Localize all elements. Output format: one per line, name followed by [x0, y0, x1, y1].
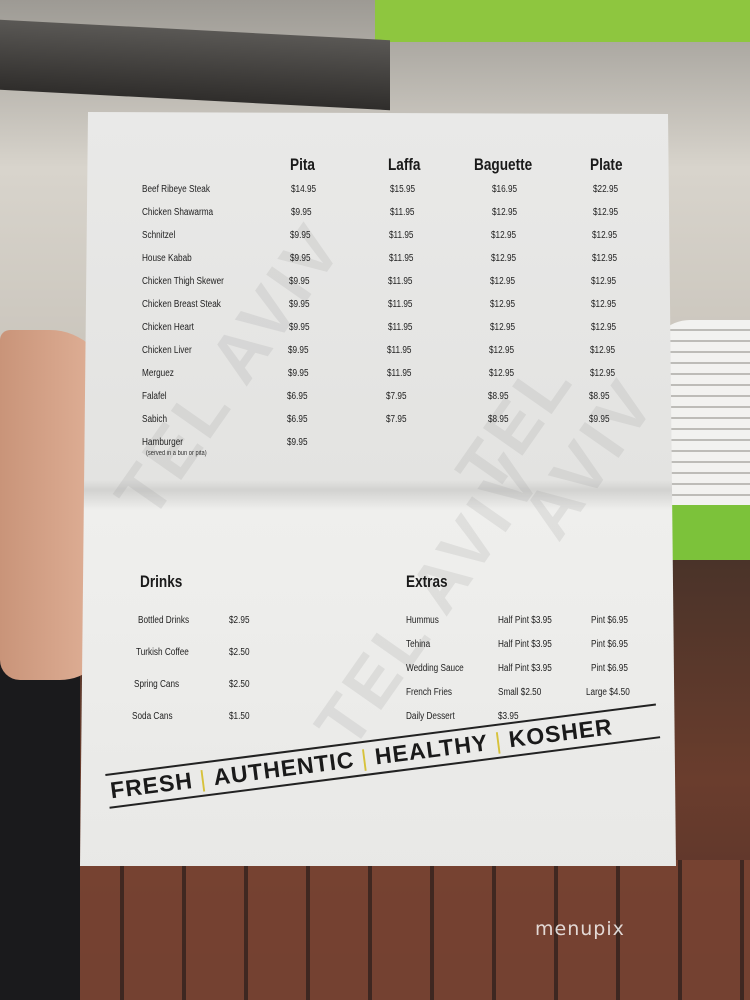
- separator: |: [493, 727, 504, 755]
- menu-item-price: $8.95: [589, 391, 610, 402]
- extra-name: Tehina: [406, 639, 431, 650]
- extra-price-small: Small $2.50: [498, 687, 542, 698]
- drinks-heading: Drinks: [140, 572, 183, 591]
- menu-item-name: Beef Ribeye Steak: [142, 184, 210, 195]
- menu-item-name: Schnitzel: [142, 230, 176, 241]
- slogan-word: HEALTHY: [373, 729, 490, 770]
- extras-heading: Extras: [406, 572, 448, 591]
- menu-item-note: (served in a bun or pita): [146, 450, 207, 457]
- drink-name: Soda Cans: [132, 711, 173, 722]
- menu-item-price: $14.95: [291, 184, 317, 195]
- menu-item-price: $11.95: [387, 322, 413, 333]
- menu-item-price: $12.95: [591, 299, 617, 310]
- drink-price: $2.50: [229, 647, 250, 658]
- menu-item-price: $9.95: [290, 207, 312, 218]
- menu-item-price: $12.95: [488, 368, 514, 379]
- drink-price: $2.95: [229, 615, 250, 626]
- column-header: Pita: [290, 155, 315, 174]
- menu-item-price: $22.95: [593, 184, 619, 195]
- menu-item-price: $9.95: [289, 253, 311, 264]
- extra-price-small: Half Pint $3.95: [498, 663, 552, 674]
- drink-name: Bottled Drinks: [138, 615, 190, 626]
- menu-item-price: $12.95: [490, 276, 516, 287]
- note-wrap: (served in a bun or pita): [146, 450, 207, 457]
- extra-price-small: $3.95: [498, 711, 519, 722]
- drink-price: $1.50: [229, 711, 250, 722]
- menu-item-price: $6.95: [287, 391, 308, 402]
- menu-item-price: $15.95: [390, 184, 416, 195]
- menu-item-price: $8.95: [488, 414, 509, 425]
- menu-item-name: Sabich: [142, 414, 168, 425]
- logo-watermark: TEL AVIV: [100, 209, 358, 531]
- extra-price-large: Pint $6.95: [591, 663, 628, 674]
- extra-price-large: Pint $6.95: [591, 639, 628, 650]
- menu-item-price: $9.95: [286, 437, 308, 448]
- menu-item-price: $11.95: [387, 345, 412, 356]
- menu-item-price: $9.95: [289, 299, 310, 310]
- menu-item-price: $9.95: [288, 322, 310, 333]
- separator: |: [197, 765, 209, 792]
- menu-item-price: $11.95: [389, 230, 414, 241]
- menu-item-price: $12.95: [590, 345, 616, 356]
- menu-item-price: $9.95: [288, 345, 309, 356]
- extra-name: Wedding Sauce: [406, 663, 464, 674]
- menu-item-price: $12.95: [491, 230, 517, 241]
- menu-item-name: Chicken Shawarma: [142, 207, 214, 218]
- extra-price-large: Large $4.50: [586, 687, 630, 698]
- menu-item-price: $12.95: [592, 230, 618, 241]
- menu-item-name: Merguez: [142, 368, 174, 379]
- floor-tiles: [0, 860, 750, 1000]
- menu-item-price: $12.95: [592, 207, 618, 218]
- menu-item-name: Chicken Thigh Skewer: [142, 276, 224, 287]
- menu-item-price: $12.95: [491, 207, 517, 218]
- menu-item-name: House Kabab: [142, 253, 192, 264]
- column-header: Baguette: [474, 155, 533, 174]
- green-wall: [375, 0, 750, 42]
- menu-item-price: $12.95: [490, 253, 516, 264]
- extra-name: Daily Dessert: [406, 711, 455, 722]
- menu-item-price: $12.95: [490, 299, 516, 310]
- menu-item-price: $11.95: [389, 207, 415, 218]
- menu-item-name: Chicken Heart: [142, 322, 194, 333]
- extra-price-small: Half Pint $3.95: [498, 639, 552, 650]
- drink-name: Turkish Coffee: [136, 647, 189, 658]
- menu-item-price: $9.95: [589, 414, 610, 425]
- extra-price-small: Half Pint $3.95: [498, 615, 552, 626]
- menu-item-price: $12.95: [589, 368, 615, 379]
- menu-item-price: $12.95: [591, 276, 617, 287]
- menu-item-price: $7.95: [386, 414, 407, 425]
- menu-item-name: Hamburger: [142, 437, 184, 448]
- menu-item-price: $12.95: [590, 322, 616, 333]
- drink-name: Spring Cans: [134, 679, 180, 690]
- column-header: Plate: [590, 155, 623, 174]
- menu-item-price: $12.95: [489, 322, 515, 333]
- menu-item-price: $16.95: [492, 184, 518, 195]
- menu-item-name: Chicken Liver: [142, 345, 192, 356]
- menu-item-price: $9.95: [289, 276, 310, 287]
- column-header: Laffa: [388, 155, 421, 174]
- menu-item-price: $11.95: [388, 253, 414, 264]
- menu-item-price: $7.95: [386, 391, 407, 402]
- menu-item-price: $8.95: [488, 391, 509, 402]
- menu-item-price: $6.95: [287, 414, 308, 425]
- menu-item-price: $11.95: [388, 299, 413, 310]
- extra-price-large: Pint $6.95: [591, 615, 628, 626]
- menu-item-price: $9.95: [290, 230, 311, 241]
- menu-item-price: $12.95: [591, 253, 617, 264]
- menu-item-price: $12.95: [489, 345, 515, 356]
- photo-watermark: menupix: [535, 918, 625, 940]
- menu-item-price: $9.95: [287, 368, 309, 379]
- extra-name: French Fries: [406, 687, 453, 698]
- menu-item-name: Chicken Breast Steak: [142, 299, 221, 310]
- menu-item-price: $11.95: [388, 276, 413, 287]
- drink-price: $2.50: [229, 679, 250, 690]
- extra-name: Hummus: [406, 615, 439, 626]
- menu-item-name: Falafel: [142, 391, 167, 402]
- separator: |: [359, 744, 370, 772]
- menu-item-price: $11.95: [386, 368, 412, 379]
- slogan-word: KOSHER: [507, 713, 615, 753]
- sleeve: [0, 640, 80, 1000]
